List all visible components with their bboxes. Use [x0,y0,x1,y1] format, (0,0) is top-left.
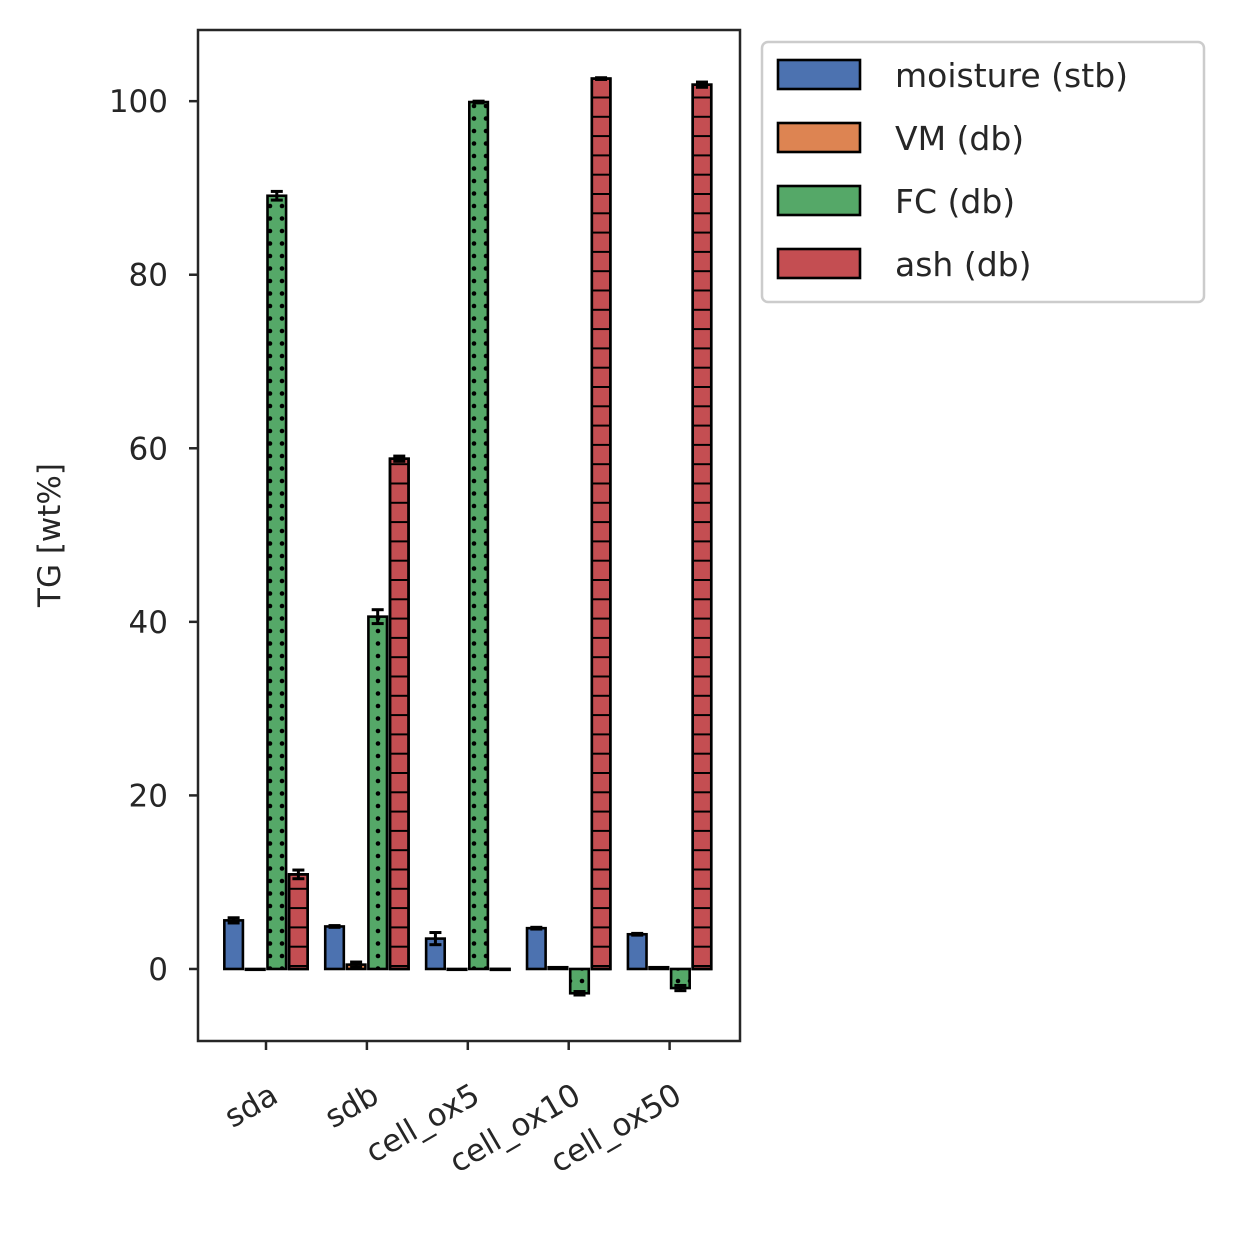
legend-swatch [776,121,862,154]
bar-hatch-dots [368,616,387,969]
y-tick-label: 100 [109,84,168,120]
bar-hatch-dots [267,195,287,969]
y-tick-label: 40 [129,605,168,641]
y-axis-label: TG [wt%] [32,463,68,608]
y-tick-label: 20 [129,778,168,814]
bar-cell_ox10-1 [547,965,569,971]
bar-hatch-lines [692,84,712,969]
legend-label: moisture (stb) [895,56,1128,95]
bar-hatch-lines [591,78,611,969]
legend-swatch [776,58,862,91]
bar-hatch-dots [570,968,589,994]
y-tick-label: 0 [148,952,168,988]
legend-swatch [776,247,862,280]
legend-label: FC (db) [895,182,1015,221]
legend-label: ash (db) [895,245,1031,284]
bar-sdb-0 [323,925,346,971]
bar-cell_ox10-0 [525,926,547,971]
bar-sda-0 [223,919,245,971]
bar-hatch-lines [389,458,409,969]
x-tick-label: sda [219,1077,284,1136]
legend: moisture (stb) VM (db) FC (db) ash (db) [760,40,1206,304]
bar-cell_ox50-1 [648,965,670,971]
bar-outline [489,967,511,972]
bar-sda-1 [244,967,266,972]
legend-label: VM (db) [895,119,1024,158]
y-tick-label: 80 [129,258,168,294]
bar-hatch-dots [469,102,488,969]
bar-hatch-lines [289,874,308,969]
bar-cell_ox5-1 [446,967,468,972]
legend-box [760,40,1206,304]
bar-cell_ox50-0 [626,932,648,971]
legend-swatch [776,184,862,217]
y-tick-label: 60 [129,431,168,467]
bar-hatch-dots [671,968,690,989]
x-tick-label: sdb [319,1077,385,1136]
